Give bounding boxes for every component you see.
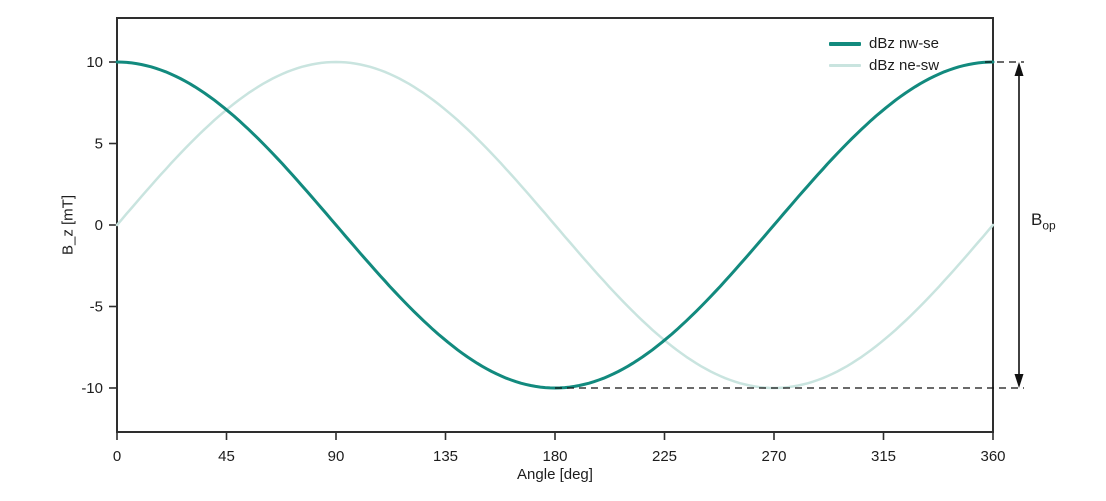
- x-tick-label: 225: [652, 448, 677, 465]
- y-tick-label: 10: [86, 54, 103, 71]
- series-line-dBz-ne-sw: [115, 60, 995, 390]
- legend-line-swatch: [829, 63, 861, 68]
- legend-item-nw-se: dBz nw-se: [829, 34, 939, 53]
- legend-label: dBz nw-se: [869, 35, 940, 52]
- x-axis-label: Angle [deg]: [517, 466, 593, 483]
- bop-annotation-label: Bop: [1031, 210, 1056, 232]
- legend-line-swatch: [829, 41, 861, 46]
- y-tick-label: -10: [81, 380, 103, 397]
- legend-item-ne-sw: dBz ne-sw: [829, 56, 939, 75]
- x-tick-label: 315: [871, 448, 896, 465]
- x-tick-label: 45: [218, 448, 235, 465]
- x-tick-label: 270: [761, 448, 786, 465]
- y-tick-label: 5: [95, 136, 103, 153]
- range-arrow-head-down: [1014, 373, 1024, 388]
- x-tick-label: 90: [328, 448, 345, 465]
- y-tick-label: 0: [95, 217, 103, 234]
- bop-main: B: [1031, 210, 1043, 229]
- x-tick-label: 360: [980, 448, 1005, 465]
- x-tick-label: 180: [542, 448, 567, 465]
- range-arrow-head-up: [1014, 62, 1024, 77]
- legend: dBz nw-se dBz ne-sw: [829, 34, 939, 75]
- bop-subscript: op: [1042, 218, 1056, 233]
- y-tick-label: -5: [90, 298, 103, 315]
- x-tick-label: 135: [433, 448, 458, 465]
- x-tick-label: 0: [113, 448, 121, 465]
- legend-label: dBz ne-sw: [869, 57, 940, 74]
- y-axis-label: B_z [mT]: [59, 194, 77, 256]
